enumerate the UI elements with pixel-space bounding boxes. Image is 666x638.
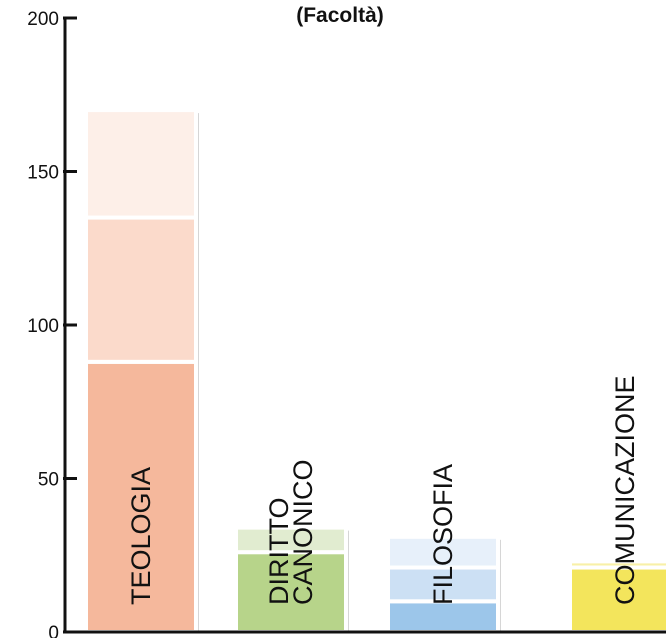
- category-label: COMUNICAZIONE: [610, 376, 640, 606]
- category-label-line: DIRITTO: [264, 498, 294, 606]
- bar-segment: [84, 359, 198, 634]
- category-label: DIRITTOCANONICO: [264, 459, 318, 605]
- y-tick-label: 150: [27, 163, 59, 184]
- y-tick-label: 200: [27, 9, 59, 30]
- bar-segment: [234, 550, 348, 634]
- category-label-line: TEOLOGIA: [126, 467, 156, 605]
- bar-segment: [568, 559, 666, 570]
- category-labels-group: TEOLOGIA DIRITTOCANONICO FILOSOFIA COMUNICA…: [126, 376, 640, 606]
- y-tick-label: 50: [38, 470, 59, 491]
- category-label-line: CANONICO: [288, 459, 318, 605]
- category-label: TEOLOGIA: [126, 467, 156, 605]
- bar-segment: [84, 215, 198, 364]
- y-tick-label: 0: [48, 623, 59, 638]
- bar-segment: [386, 534, 500, 570]
- bar-segment: [234, 525, 348, 555]
- y-tick-label: 100: [27, 316, 59, 337]
- bar-segment: [568, 565, 666, 635]
- chart-title: (Facoltà): [296, 4, 384, 27]
- bar-segment: [84, 108, 198, 220]
- category-label-line: FILOSOFIA: [428, 464, 458, 605]
- category-label: FILOSOFIA: [428, 464, 458, 605]
- category-label-line: COMUNICAZIONE: [610, 376, 640, 606]
- bars-group: [84, 108, 666, 635]
- axes-group: 0 50 100 150 200: [27, 9, 666, 638]
